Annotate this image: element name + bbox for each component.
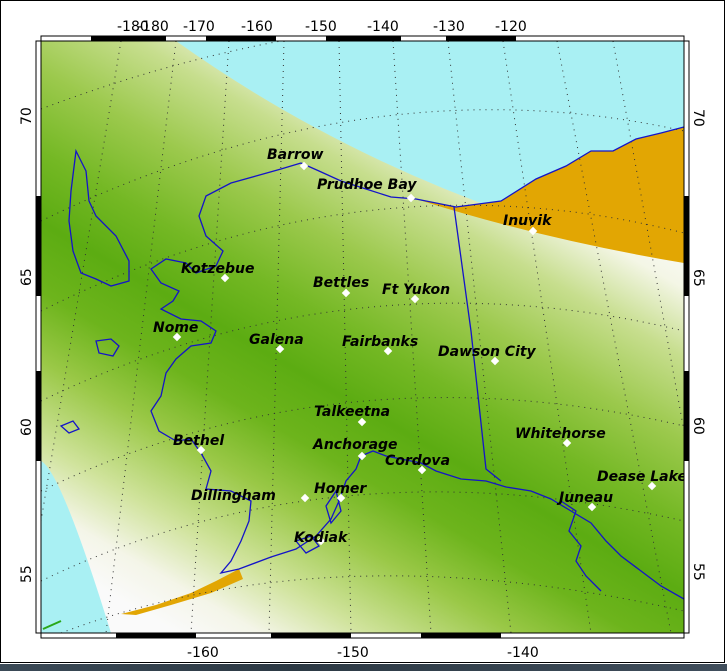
place-label: Ft Yukon xyxy=(382,282,450,298)
left-tick-label: 70 xyxy=(19,107,35,125)
shaded-band xyxy=(41,41,684,633)
top-tick-label: -170 xyxy=(183,19,215,35)
right-tick-label: 60 xyxy=(690,417,706,435)
place-label: Galena xyxy=(249,332,304,348)
left-tick-label: 60 xyxy=(19,418,35,436)
place-marker xyxy=(383,346,393,356)
graticule xyxy=(41,41,684,633)
place-label: Juneau xyxy=(556,490,613,506)
place-label: Talkeetna xyxy=(314,404,390,420)
axis-labels: -180 -170 -160 -150 -140 -130 -120 -180 … xyxy=(19,19,706,661)
place-label: Kodiak xyxy=(294,530,349,546)
top-tick-label: -120 xyxy=(495,19,527,35)
place-label: Cordova xyxy=(385,453,450,469)
frame-border xyxy=(35,35,690,639)
right-tick-label: 65 xyxy=(690,269,706,287)
top-tick-label: -150 xyxy=(305,19,337,35)
place-label: Dease Lake xyxy=(597,469,687,485)
place-label: Fairbanks xyxy=(342,334,418,350)
coastline xyxy=(59,126,684,600)
place-marker xyxy=(275,344,285,354)
place-marker xyxy=(587,502,597,512)
place-marker xyxy=(490,356,500,366)
place-marker xyxy=(300,493,310,503)
left-tick-label: 65 xyxy=(19,268,35,286)
place-label: Dawson City xyxy=(438,344,537,360)
place-marker xyxy=(341,288,351,298)
place-marker xyxy=(647,481,657,491)
place-label: Homer xyxy=(314,481,367,497)
top-tick-label: -160 xyxy=(241,19,273,35)
places-layer: Barrow Prudhoe Bay Inuvik Kotzebue Bettles Ft… xyxy=(153,147,687,546)
border-line xyxy=(453,206,502,482)
place-marker xyxy=(172,332,182,342)
place-label: Inuvik xyxy=(503,213,553,229)
land-outside-north xyxy=(416,127,684,263)
place-marker xyxy=(562,438,572,448)
place-label: Bethel xyxy=(173,433,224,449)
place-marker xyxy=(196,445,206,455)
bottom-tick-label: -160 xyxy=(187,645,219,661)
place-label: Barrow xyxy=(267,147,324,163)
bottom-tick-label: -140 xyxy=(507,645,539,661)
place-label: Anchorage xyxy=(312,437,398,453)
right-tick-label: 70 xyxy=(690,109,706,127)
place-marker xyxy=(357,417,367,427)
place-label: Dillingham xyxy=(191,488,276,504)
place-marker xyxy=(299,161,309,171)
place-label: Whitehorse xyxy=(515,426,606,442)
bottom-tick-label: -150 xyxy=(337,645,369,661)
left-tick-label: 55 xyxy=(19,565,35,583)
place-label: Prudhoe Bay xyxy=(317,177,417,193)
place-marker xyxy=(316,536,326,546)
place-marker xyxy=(406,193,416,203)
place-marker xyxy=(357,451,367,461)
place-marker xyxy=(336,493,346,503)
right-tick-label: 55 xyxy=(690,563,706,581)
place-label: Nome xyxy=(153,320,198,336)
top-tick-label: -130 xyxy=(433,19,465,35)
top-tick-label: -180 xyxy=(117,19,149,35)
place-marker xyxy=(417,465,427,475)
place-marker xyxy=(410,294,420,304)
land-outside-southwest xyxy=(121,569,243,615)
top-tick-label: -140 xyxy=(367,19,399,35)
place-label: Kotzebue xyxy=(181,261,255,277)
place-marker xyxy=(220,273,230,283)
taskbar-strip xyxy=(0,664,727,671)
place-label: Bettles xyxy=(313,275,369,291)
top-tick-label-extra: -180 xyxy=(137,19,169,35)
